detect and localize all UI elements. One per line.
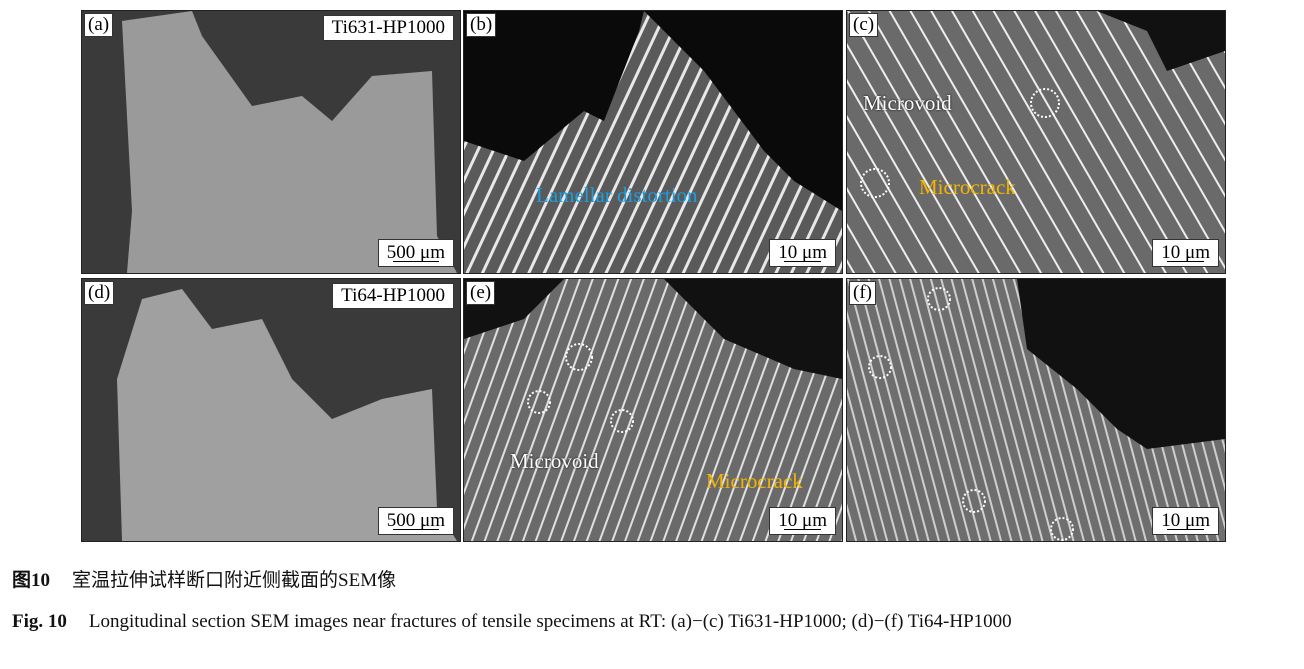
scale-bar: 10 μm [1152,239,1219,267]
caption-en-text: Longitudinal section SEM images near fra… [88,611,1012,632]
sem-image-d [117,289,457,541]
sem-image-a [122,11,457,273]
caption-cn-text: 室温拉伸试样断口附近侧截面的SEM像 [72,570,397,591]
scale-bar: 500 μm [377,239,454,267]
panel-label: (f) [849,281,876,305]
sem-image-c [847,11,1225,273]
sample-tag: Ti64-HP1000 [332,283,454,309]
sem-image-b [464,11,842,273]
scale-bar: 10 μm [769,507,836,535]
panel-c: (c) Microvoid Microcrack 10 μm [846,10,1226,274]
panel-b: (b) Lamellar distortion 10 μm [463,10,843,274]
annotation-microvoid: Microvoid [863,91,952,115]
panel-label: (c) [849,13,879,37]
caption-cn: 图10 室温拉伸试样断口附近侧截面的SEM像 [12,565,396,592]
annotation-microvoid: Microvoid [510,449,599,473]
panel-e: (e) Microvoid Microcrack 10 μm [463,278,843,542]
panel-f: (f) 10 μm [846,278,1226,542]
scale-bar: 10 μm [1152,507,1219,535]
panel-d: (d) Ti64-HP1000 500 μm [81,278,461,542]
annotation-microcrack: Microcrack [706,469,803,493]
panel-label: (d) [84,281,115,305]
annotation-lamellar-distortion: Lamellar distortion [536,183,698,207]
panel-a: (a) Ti631-HP1000 500 μm [81,10,461,274]
figure-number-en: Fig. 10 [12,611,67,632]
panel-label: (b) [466,13,497,37]
annotation-microcrack: Microcrack [919,175,1016,199]
sample-tag: Ti631-HP1000 [322,15,454,41]
scale-bar: 10 μm [769,239,836,267]
sem-image-e [464,279,842,541]
sem-image-f [847,279,1225,541]
figure-number-cn: 图10 [12,570,51,591]
caption-en: Fig. 10 Longitudinal section SEM images n… [12,604,1297,640]
panel-label: (a) [84,13,114,37]
scale-bar: 500 μm [377,507,454,535]
panel-label: (e) [466,281,496,305]
